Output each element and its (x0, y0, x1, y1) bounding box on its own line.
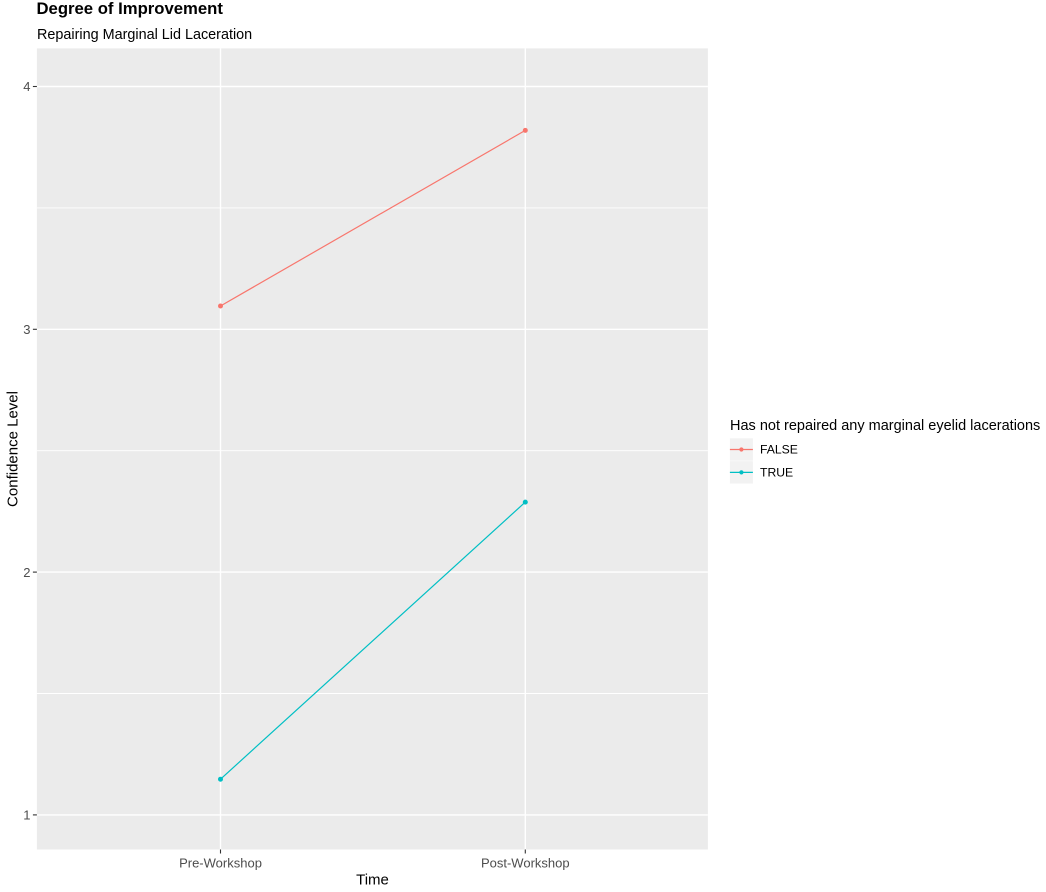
svg-text:4: 4 (23, 79, 30, 94)
svg-text:Degree of Improvement: Degree of Improvement (37, 0, 224, 18)
svg-text:2: 2 (23, 565, 30, 580)
svg-text:3: 3 (23, 322, 30, 337)
svg-text:FALSE: FALSE (760, 443, 798, 457)
svg-text:Repairing Marginal Lid Lacerat: Repairing Marginal Lid Laceration (37, 27, 252, 43)
svg-text:Confidence Level: Confidence Level (4, 391, 21, 507)
svg-text:Post-Workshop: Post-Workshop (481, 856, 570, 871)
svg-text:1: 1 (23, 808, 30, 823)
svg-text:Time: Time (356, 872, 389, 889)
svg-text:Pre-Workshop: Pre-Workshop (179, 856, 262, 871)
svg-text:TRUE: TRUE (760, 466, 793, 480)
svg-text:Has not repaired any marginal: Has not repaired any marginal eyelid lac… (730, 418, 1040, 434)
